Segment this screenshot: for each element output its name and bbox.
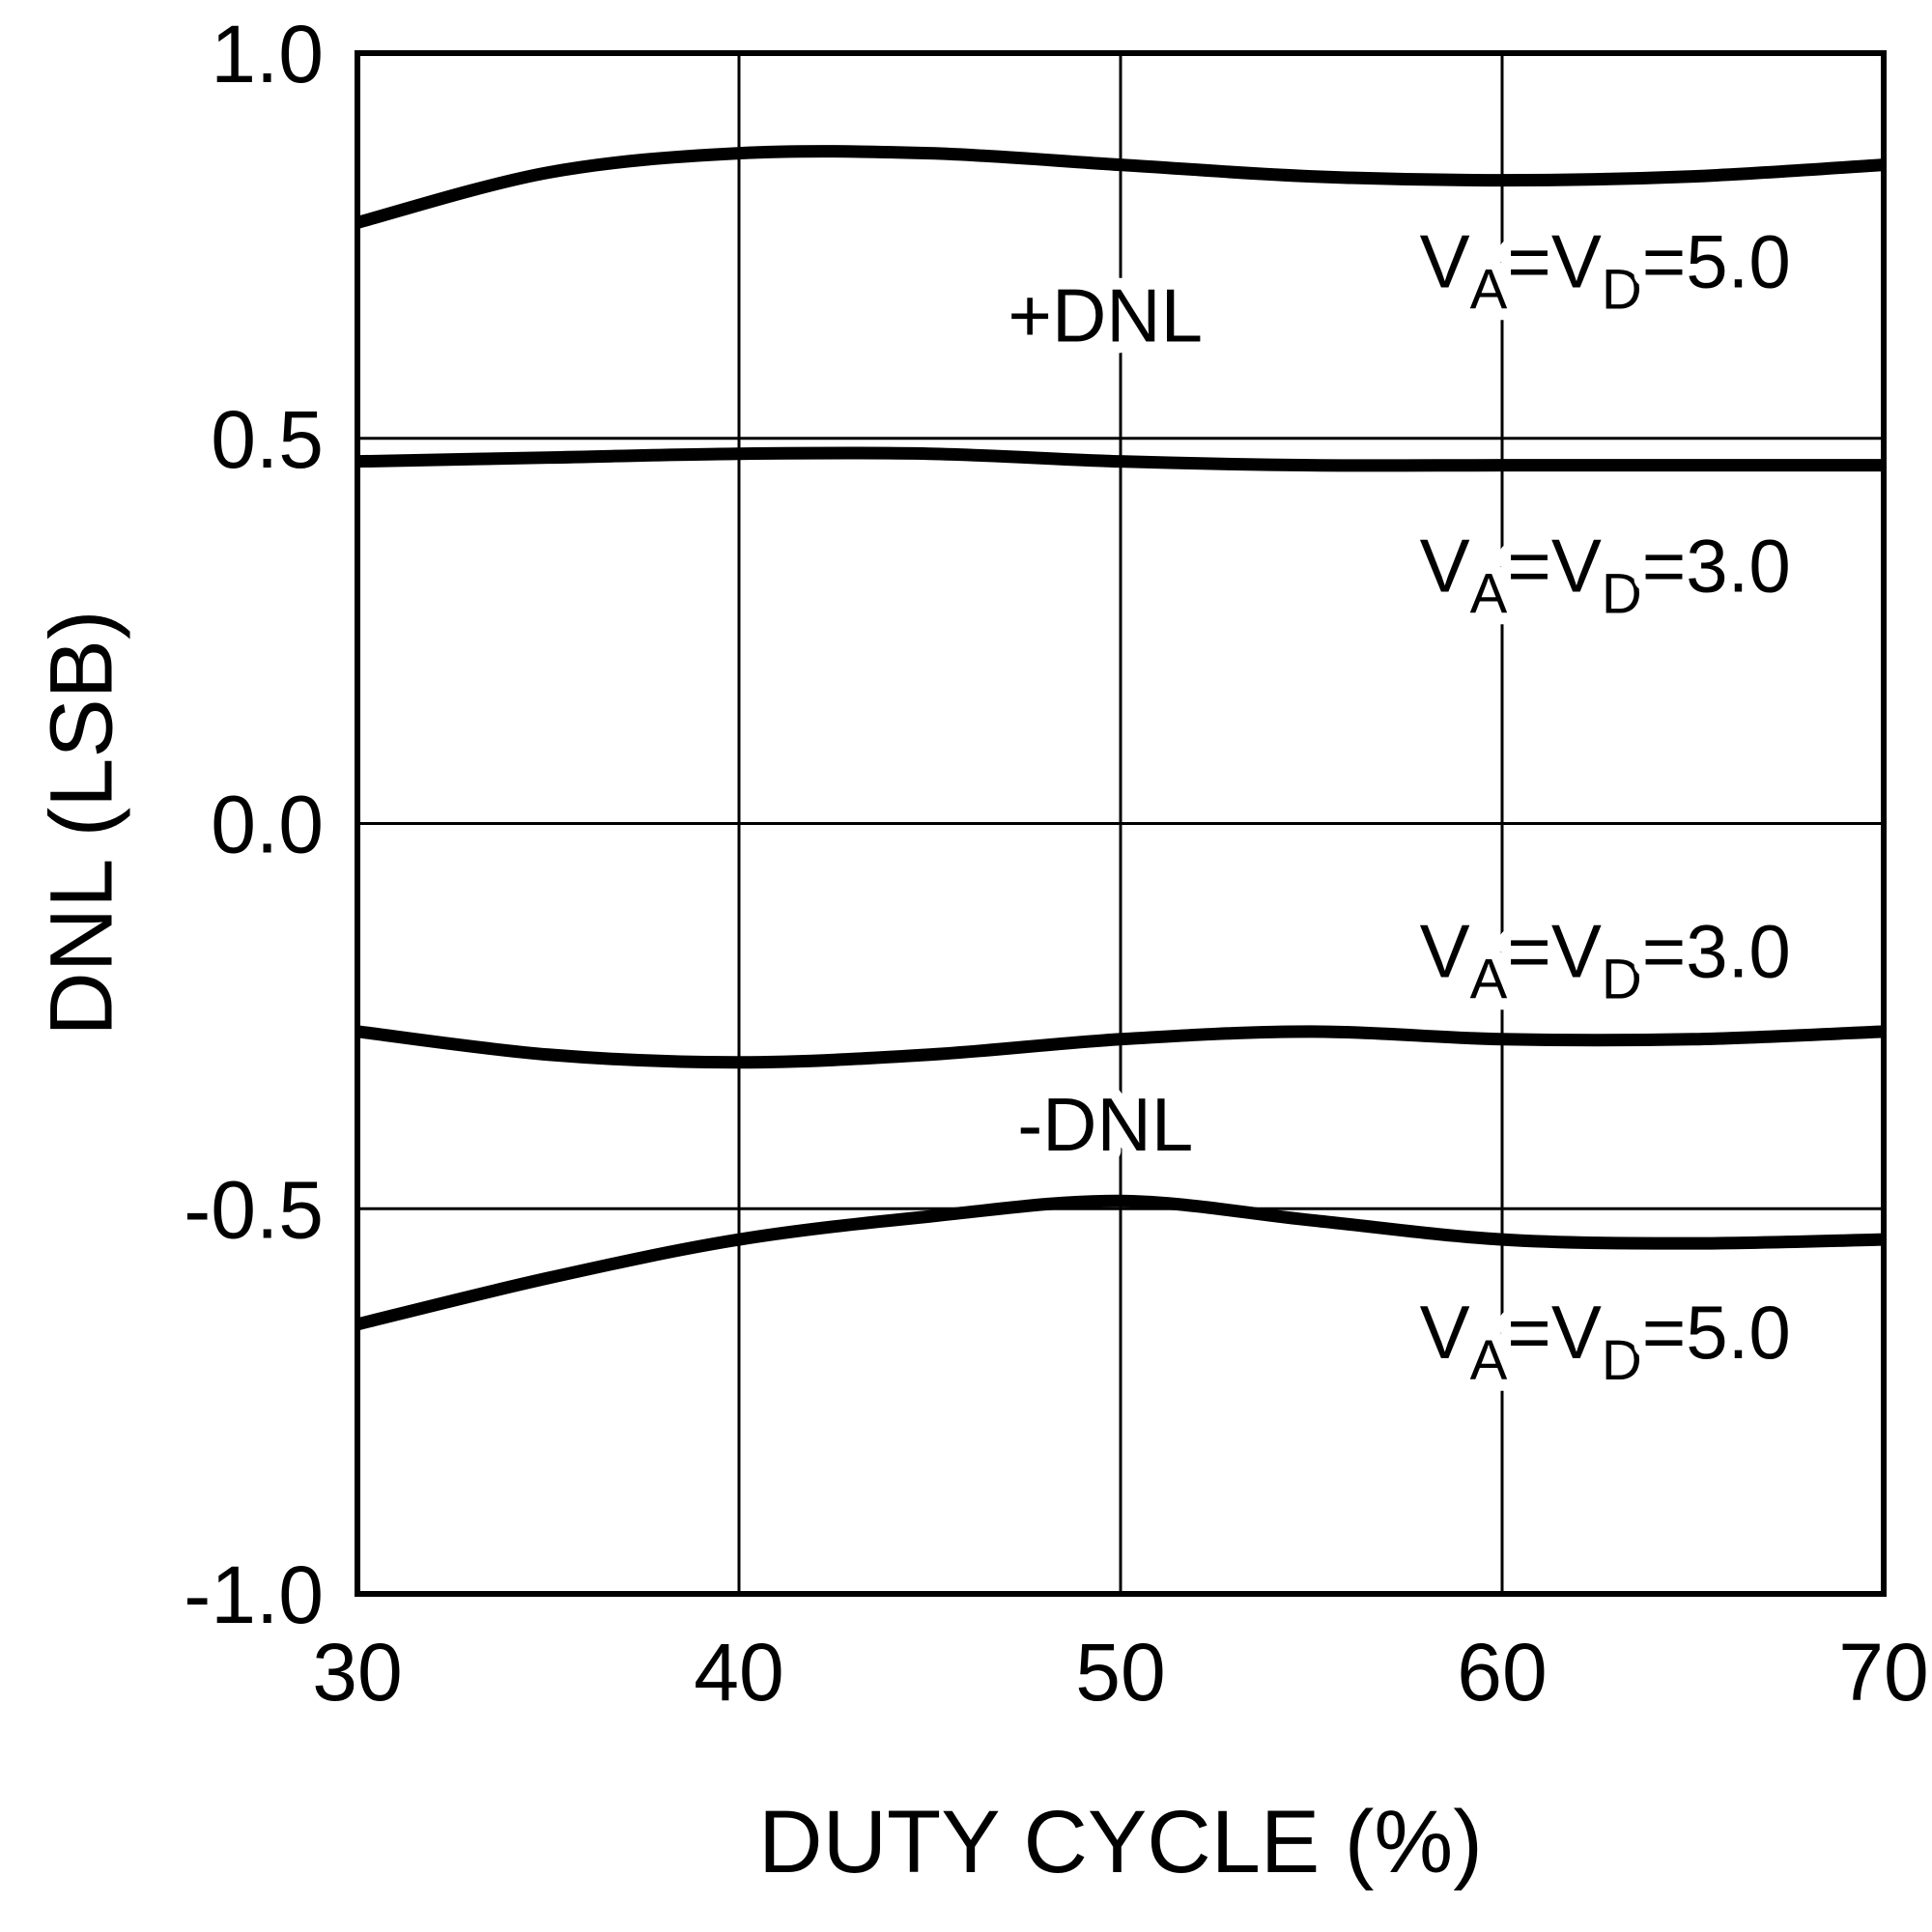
va5-bottom-label: VA=VD=5.0 [1420, 1290, 1791, 1392]
plus-dnl-label: +DNL [1008, 272, 1203, 357]
x-tick-label: 70 [1838, 1627, 1928, 1718]
y-tick-label: -1.0 [184, 1549, 324, 1640]
y-axis-label: DNL (LSB) [32, 610, 131, 1037]
plot-border [355, 50, 1887, 1597]
y-tick-label: 0.0 [211, 780, 324, 870]
series-line [356, 446, 1884, 472]
x-axis-label: DUTY CYCLE (%) [758, 1793, 1483, 1891]
minus-dnl-label: -DNL [1017, 1082, 1193, 1167]
y-tick-label: 1.0 [211, 9, 324, 99]
va3-top-label: VA=VD=3.0 [1420, 524, 1791, 626]
va5-top-label: VA=VD=5.0 [1420, 219, 1791, 322]
series-line [355, 145, 1885, 229]
x-tick-label: 40 [694, 1627, 783, 1718]
y-tick-label: -0.5 [184, 1164, 324, 1255]
va3-bottom-label: VA=VD=3.0 [1420, 908, 1791, 1010]
x-tick-label: 60 [1457, 1627, 1547, 1718]
series-line [356, 1025, 1885, 1069]
y-tick-label: 0.5 [211, 394, 324, 485]
x-tick-label: 50 [1075, 1627, 1165, 1718]
series-line [355, 1194, 1885, 1331]
x-tick-label: 30 [312, 1627, 402, 1718]
